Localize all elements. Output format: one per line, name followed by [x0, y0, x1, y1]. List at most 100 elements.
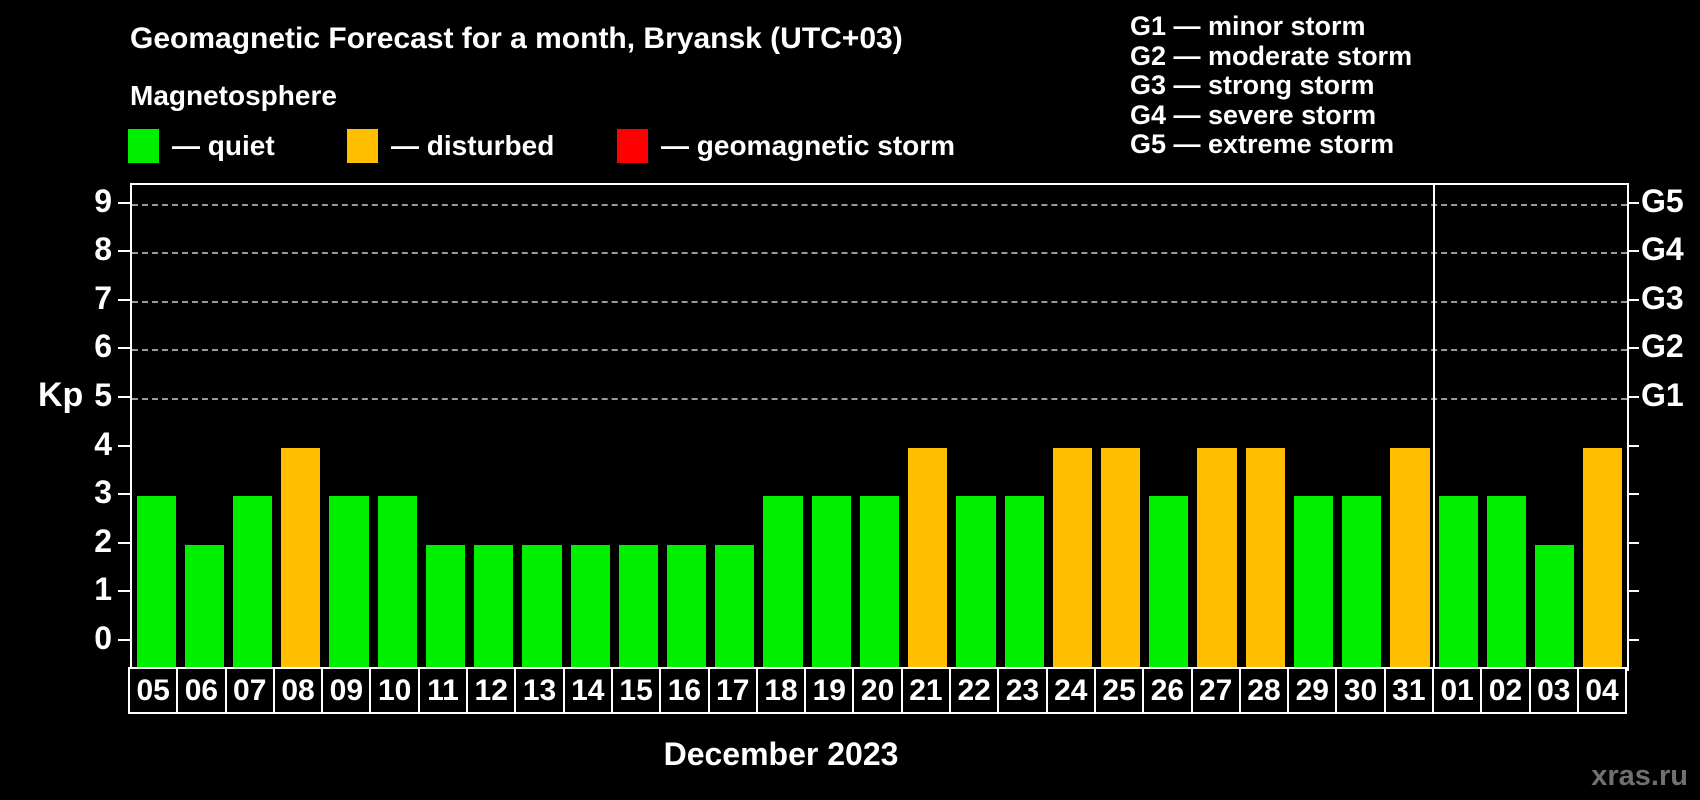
- right-axis-label-g1: G1: [1641, 377, 1684, 414]
- kp-bar-07: [232, 496, 273, 669]
- storm-scale-line-g3: G3 — strong storm: [1130, 70, 1375, 100]
- date-box-01: 01: [1432, 667, 1483, 714]
- right-axis-label-g5: G5: [1641, 182, 1684, 219]
- y-tick-right-9: [1627, 201, 1639, 204]
- kp-bar-06: [184, 544, 224, 669]
- right-axis-label-g3: G3: [1641, 279, 1684, 316]
- date-box-15: 15: [610, 667, 662, 714]
- date-box-30: 30: [1335, 667, 1386, 714]
- right-axis-label-g2: G2: [1641, 328, 1684, 365]
- date-box-02: 02: [1480, 667, 1531, 714]
- date-box-28: 28: [1238, 667, 1290, 714]
- date-box-27: 27: [1190, 667, 1241, 714]
- kp-bar-19: [811, 496, 851, 669]
- plot-area: [130, 183, 1629, 671]
- date-box-14: 14: [562, 667, 613, 714]
- legend-label-quiet: — quiet: [172, 130, 275, 161]
- date-box-07: 07: [224, 667, 275, 714]
- y-tick-label-1: 1: [94, 571, 112, 608]
- kp-bar-12: [474, 544, 514, 669]
- gridline-g3: [132, 300, 1627, 303]
- y-axis-title: Kp: [38, 376, 84, 414]
- kp-bar-17: [715, 544, 755, 669]
- date-box-09: 09: [321, 667, 372, 714]
- y-tick-label-0: 0: [94, 620, 112, 657]
- storm-scale-line-g4: G4 — severe storm: [1130, 99, 1377, 130]
- kp-bar-24: [1052, 447, 1092, 669]
- gridline-g4: [132, 252, 1627, 255]
- y-tick-left-4: [118, 444, 130, 447]
- kp-bar-25: [1101, 447, 1141, 669]
- date-box-08: 08: [272, 667, 324, 714]
- date-box-22: 22: [949, 667, 1000, 714]
- legend-label-storm: — geomagnetic storm: [661, 130, 956, 161]
- y-tick-label-6: 6: [94, 328, 112, 365]
- kp-bar-18: [763, 496, 803, 669]
- y-tick-right-3: [1627, 493, 1639, 496]
- date-box-17: 17: [707, 667, 758, 714]
- y-tick-label-3: 3: [94, 474, 112, 511]
- gridline-g1: [132, 398, 1627, 400]
- kp-bar-31: [1390, 447, 1430, 669]
- y-tick-right-1: [1627, 590, 1639, 593]
- date-box-03: 03: [1528, 667, 1579, 714]
- y-tick-left-8: [118, 250, 130, 253]
- y-tick-label-9: 9: [94, 182, 112, 219]
- storm-scale-line-g1: G1 — minor storm: [1130, 11, 1366, 41]
- y-tick-right-4: [1627, 444, 1639, 447]
- y-tick-left-6: [118, 347, 130, 350]
- y-tick-right-8: [1627, 250, 1639, 253]
- y-tick-left-5: [118, 396, 130, 398]
- y-tick-left-3: [118, 493, 130, 496]
- kp-bar-09: [329, 496, 369, 669]
- kp-bar-28: [1245, 447, 1285, 669]
- y-tick-label-5: 5: [94, 377, 112, 414]
- kp-bar-21: [908, 447, 948, 669]
- y-tick-label-7: 7: [94, 279, 112, 316]
- date-box-11: 11: [417, 667, 469, 714]
- kp-bar-26: [1149, 496, 1189, 669]
- gridline-g5: [132, 203, 1627, 206]
- storm-scale-line-g2: G2 — moderate storm: [1130, 40, 1413, 71]
- kp-bar-03: [1535, 544, 1575, 669]
- kp-bar-22: [956, 496, 996, 669]
- y-tick-right-0: [1627, 639, 1639, 641]
- y-tick-left-7: [118, 298, 130, 301]
- y-tick-right-7: [1627, 298, 1639, 301]
- disturbed-swatch-icon: [347, 129, 378, 163]
- y-tick-left-9: [118, 201, 130, 204]
- date-box-19: 19: [804, 667, 855, 714]
- quiet-swatch-icon: [128, 129, 159, 163]
- date-box-05: 05: [128, 667, 179, 714]
- month-separator-line: [1433, 185, 1436, 669]
- storm-scale-legend: G1 — minor storm G2 — moderate storm G3 — …: [1130, 11, 1413, 160]
- kp-bar-23: [1004, 496, 1044, 669]
- kp-bar-08: [281, 447, 321, 669]
- y-tick-label-2: 2: [94, 522, 112, 559]
- date-box-06: 06: [176, 667, 227, 714]
- page-title: Geomagnetic Forecast for a month, Bryans…: [130, 22, 903, 55]
- date-box-25: 25: [1093, 667, 1145, 714]
- legend-item-disturbed: — disturbed: [347, 129, 554, 163]
- kp-bar-01: [1438, 496, 1478, 669]
- date-box-13: 13: [514, 667, 565, 714]
- subtitle-magnetosphere: Magnetosphere: [130, 80, 337, 111]
- kp-bar-14: [570, 544, 610, 669]
- date-box-31: 31: [1383, 667, 1435, 714]
- date-box-04: 04: [1576, 667, 1628, 714]
- kp-bar-15: [618, 544, 658, 669]
- date-box-21: 21: [900, 667, 952, 714]
- date-box-24: 24: [1045, 667, 1096, 714]
- plot-inner: [132, 185, 1627, 669]
- x-axis-title: December 2023: [663, 736, 899, 772]
- date-box-26: 26: [1142, 667, 1193, 714]
- date-box-29: 29: [1287, 667, 1338, 714]
- date-box-20: 20: [852, 667, 903, 714]
- y-tick-left-1: [118, 590, 130, 593]
- legend-item-storm: — geomagnetic storm: [617, 129, 955, 163]
- date-box-18: 18: [755, 667, 807, 714]
- kp-bar-27: [1197, 447, 1237, 669]
- y-tick-label-8: 8: [94, 231, 112, 268]
- kp-bar-04: [1583, 447, 1623, 669]
